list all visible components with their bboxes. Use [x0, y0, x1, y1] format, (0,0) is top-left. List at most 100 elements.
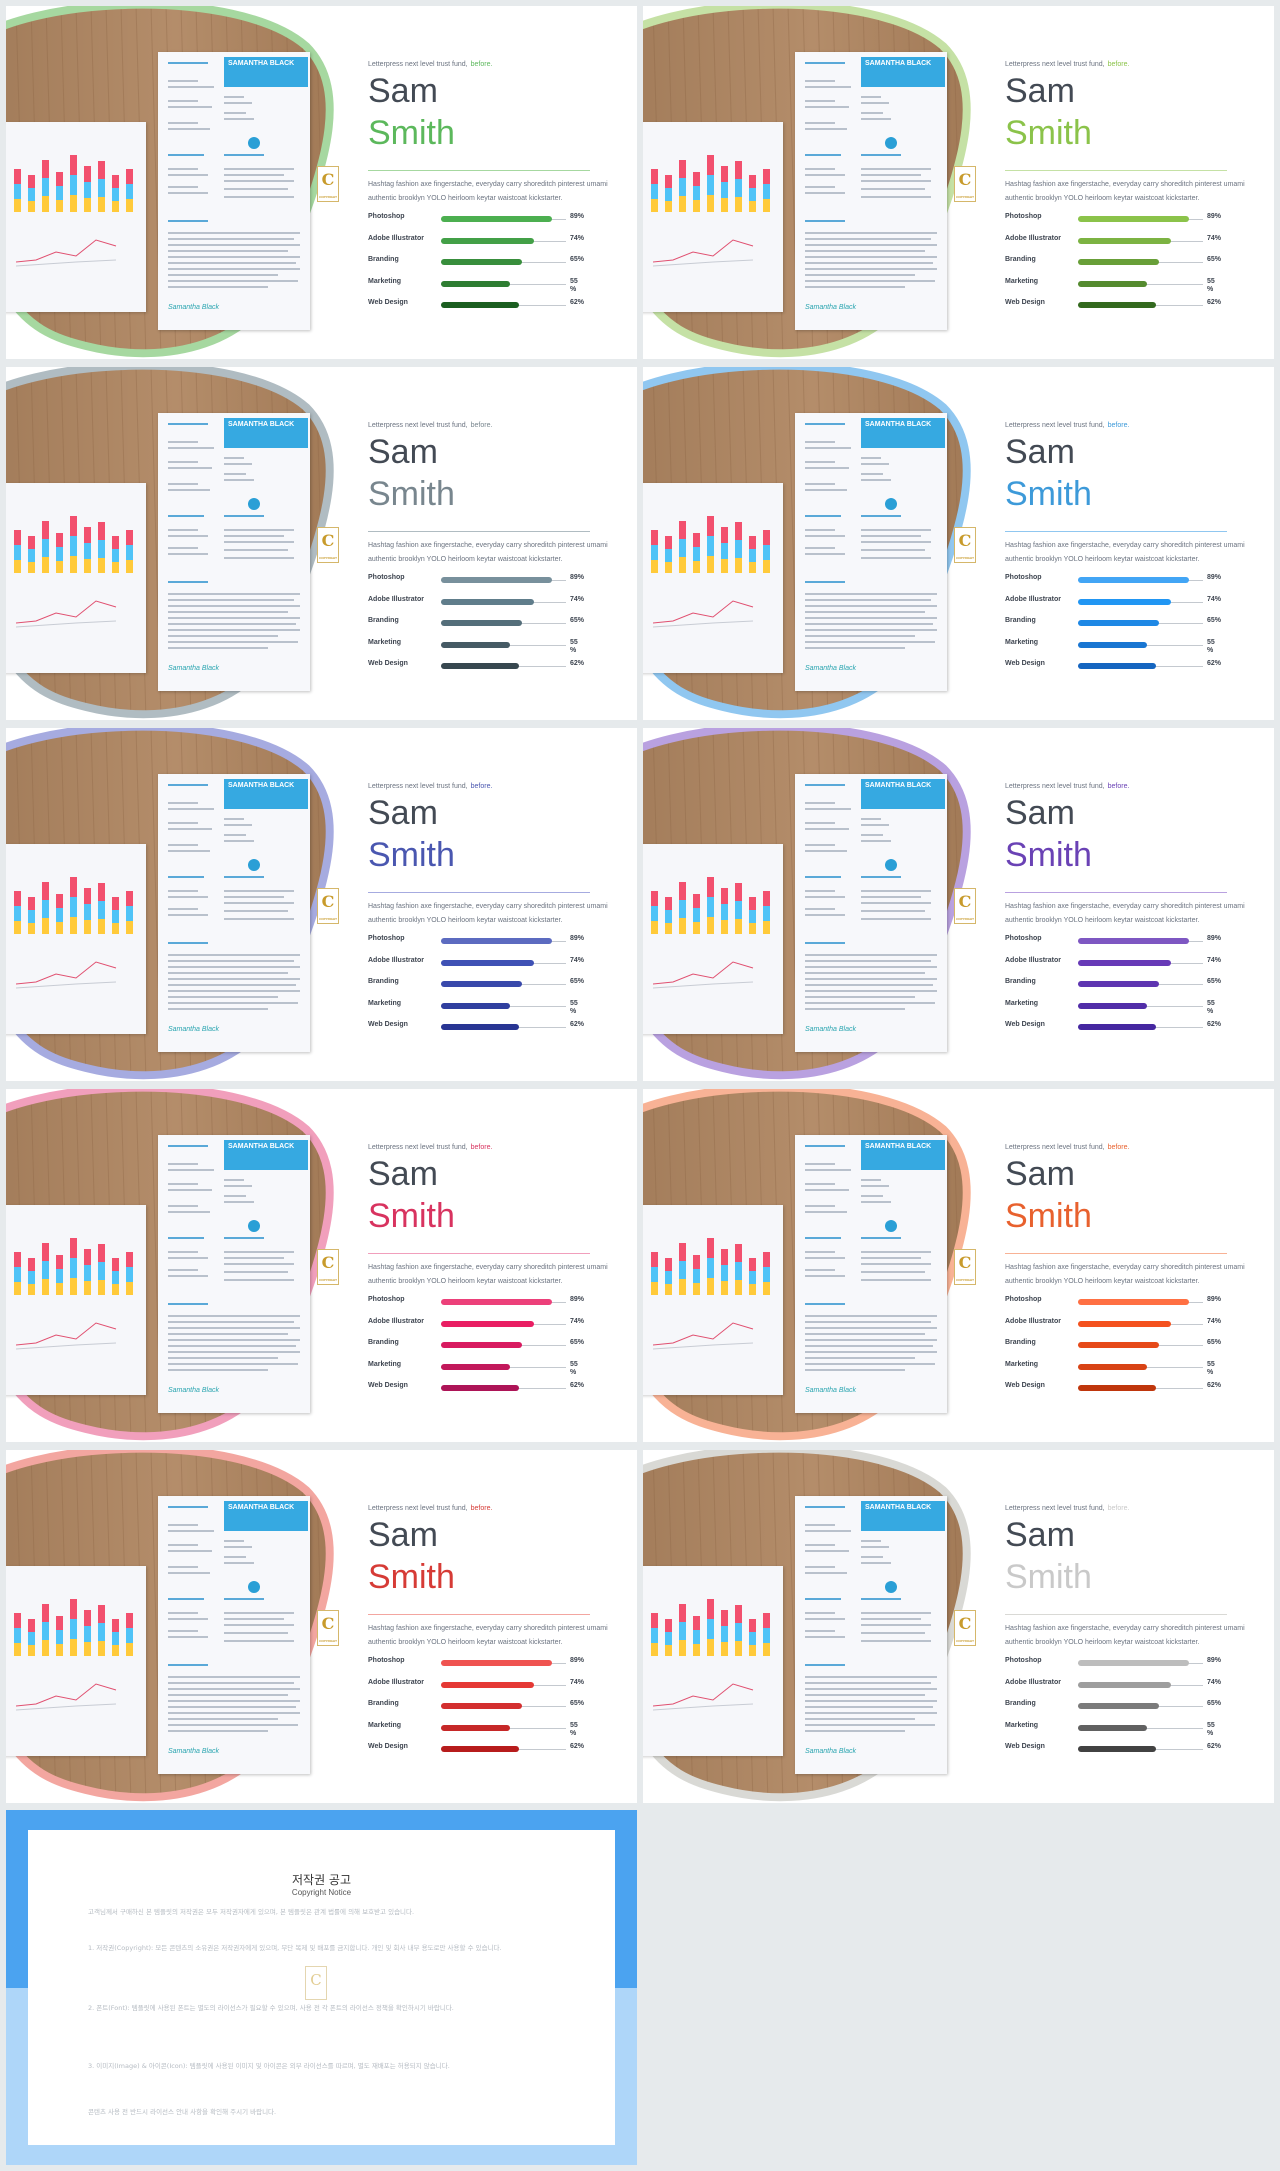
resume-text-line [805, 547, 835, 549]
resume-text-line [168, 581, 208, 583]
skill-bar-track [441, 959, 566, 966]
skill-bar-fill [441, 1024, 519, 1030]
copyright-notice-card: 저작권 공고 Copyright Notice 고객님께서 구매하신 본 템플릿… [28, 1830, 615, 2145]
resume-text-line [168, 262, 296, 264]
resume-text-line [168, 106, 212, 108]
line-chart-sketch [653, 1683, 754, 1711]
skill-row: Photoshop 89% [1005, 211, 1235, 225]
resume-text-line [805, 784, 845, 786]
skill-bar-track [441, 1724, 566, 1731]
resume-sheet: SAMANTHA BLACK Samantha Black [795, 1135, 947, 1413]
chart-bar-segment [14, 1282, 21, 1295]
resume-text-line [168, 890, 198, 892]
resume-text-line [168, 1315, 300, 1317]
skill-label: Branding [1005, 1339, 1036, 1346]
chart-bar-segment [56, 186, 63, 200]
tagline-accent: before. [1107, 1505, 1130, 1512]
chart-bar-segment [56, 1644, 63, 1656]
skill-bar-track [1078, 280, 1203, 287]
skill-percent: 89% [1207, 213, 1222, 220]
resume-text-line [168, 978, 300, 980]
resume-text-line [168, 1676, 300, 1678]
chart-bar-segment [70, 195, 77, 212]
chart-bar-segment [28, 1619, 35, 1632]
skill-bar-fill [1078, 1385, 1156, 1391]
skill-bar-track [441, 1681, 566, 1688]
resume-text-line [168, 1189, 212, 1191]
chart-bar-segment [70, 556, 77, 573]
skill-bar-fill [441, 1660, 552, 1666]
chart-bar-segment [679, 900, 686, 918]
resume-text-line [224, 1271, 288, 1273]
resume-text-line [805, 1251, 835, 1253]
resume-text-line [168, 232, 300, 234]
skill-label: Photoshop [368, 1296, 405, 1303]
resume-text-line [861, 896, 921, 898]
skill-bar-track [1078, 598, 1203, 605]
resume-text-line [224, 535, 284, 537]
chart-bar-segment [707, 175, 714, 195]
skill-bar-fill [441, 981, 522, 987]
skill-bar-track [441, 280, 566, 287]
resume-text-line [168, 286, 268, 288]
skill-label: Web Design [1005, 1021, 1045, 1028]
chart-bar-segment [693, 1630, 700, 1644]
resume-text-line [168, 483, 198, 485]
skill-row: Adobe Illustrator 74% [368, 955, 598, 969]
chart-bar-segment [112, 1258, 119, 1271]
chart-bar-segment [763, 1628, 770, 1643]
chart-printout [6, 1205, 146, 1395]
resume-text-line [168, 1706, 296, 1708]
desk-photo: SAMANTHA BLACK Samantha Black [643, 728, 989, 1081]
skill-row: Web Design 62% [1005, 658, 1235, 672]
resume-signature: Samantha Black [805, 665, 856, 672]
chart-bar-segment [665, 536, 672, 549]
tagline-accent: before. [470, 1144, 493, 1151]
resume-name-header: SAMANTHA BLACK [224, 1140, 308, 1170]
tagline-text: Letterpress next level trust fund, [1005, 422, 1105, 429]
skill-row: Branding 65% [1005, 1337, 1235, 1351]
resume-text-line [861, 890, 931, 892]
skill-percent: 62% [570, 1021, 585, 1028]
notice-subtitle: Copyright Notice [291, 1888, 352, 1897]
chart-bar-segment [84, 559, 91, 573]
skill-label: Web Design [368, 299, 408, 306]
skill-row: Web Design 62% [368, 1019, 598, 1033]
chart-bar-segment [56, 200, 63, 212]
tagline-accent: before. [1107, 1144, 1130, 1151]
chart-bar-segment [42, 557, 49, 573]
chart-bar-segment [679, 882, 686, 900]
chart-bar-segment [665, 1645, 672, 1656]
resume-text-line [805, 978, 937, 980]
chart-printout [643, 1566, 783, 1756]
desk-photo: SAMANTHA BLACK Samantha Black [643, 1450, 989, 1803]
resume-text-line [168, 828, 212, 830]
skill-row: Marketing 55 % [1005, 1720, 1235, 1737]
resume-text-line [805, 942, 845, 944]
resume-text-line [805, 122, 835, 124]
divider [368, 1614, 590, 1615]
skill-bar-track [441, 1024, 566, 1030]
skill-bar-track [1078, 1703, 1203, 1709]
resume-text-line [168, 122, 198, 124]
skill-bar-track [1078, 1299, 1203, 1305]
chart-bar-segment [665, 201, 672, 212]
tagline-accent: before. [1107, 783, 1130, 790]
skill-percent: 62% [1207, 1021, 1222, 1028]
resume-text-line [805, 447, 851, 449]
resume-text-line [861, 174, 921, 176]
resume-text-line [805, 1550, 849, 1552]
resume-text-line [168, 1357, 278, 1359]
skill-percent: 55 % [1207, 277, 1215, 293]
chart-bar-segment [126, 921, 133, 934]
resume-text-line [805, 529, 835, 531]
tagline: Letterpress next level trust fund, before… [368, 1144, 492, 1151]
resume-text-line [805, 262, 933, 264]
line-chart-sketch [16, 600, 117, 628]
chart-bar-segment [112, 1271, 119, 1284]
skill-percent: 74% [1207, 1678, 1222, 1686]
resume-text-line [168, 1694, 288, 1696]
skill-bar-fill [441, 1746, 519, 1752]
skill-bar-track [1078, 216, 1203, 222]
resume-text-line [224, 834, 246, 836]
